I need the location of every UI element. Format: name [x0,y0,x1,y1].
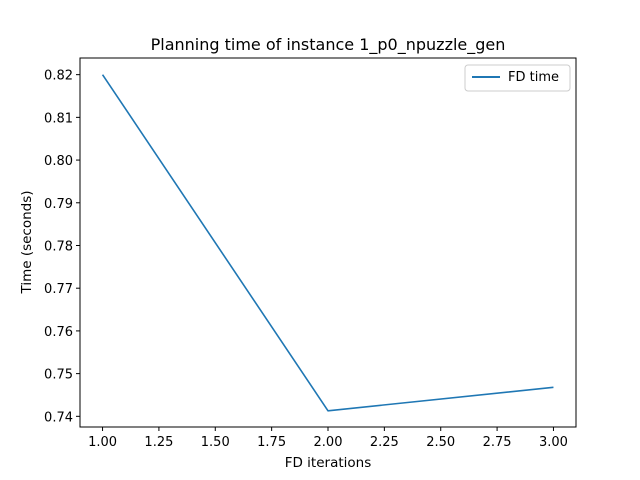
y-tick-label: 0.80 [44,154,73,169]
legend-box [464,64,571,92]
x-axis-label: FD iterations [285,455,372,471]
x-axis-ticks: 1.00 1.25 1.50 1.75 2.00 2.25 2.50 2.75 3.00 [88,427,568,450]
legend: FD time [464,64,571,92]
y-tick-label: 0.79 [44,197,73,212]
legend-label-fd-time: FD time [508,70,559,85]
x-tick-label: 1.00 [88,435,117,450]
y-tick-label: 0.78 [44,239,73,254]
x-tick-label: 2.75 [483,435,512,450]
y-tick-label: 0.77 [44,282,73,297]
series-layer [101,74,554,412]
y-tick-label: 0.74 [44,410,73,425]
y-axis-ticks: 0.74 0.75 0.76 0.77 0.78 0.79 0.80 0.81 0.82 [44,69,80,425]
x-tick-label: 2.50 [426,435,455,450]
y-tick-label: 0.75 [44,368,73,383]
x-tick-label: 1.75 [257,435,286,450]
x-tick-label: 1.50 [201,435,230,450]
y-tick-label: 0.82 [44,69,73,84]
x-tick-label: 1.25 [144,435,173,450]
series-line-fd-time [101,74,554,412]
chart-title: Planning time of instance 1_p0_npuzzle_g… [151,35,506,55]
x-tick-label: 2.00 [314,435,343,450]
y-tick-label: 0.81 [44,111,73,126]
y-axis-label: Time (seconds) [19,190,35,294]
x-tick-label: 3.00 [539,435,568,450]
y-tick-label: 0.76 [44,325,73,340]
plot-frame [79,57,577,428]
x-tick-label: 2.25 [370,435,399,450]
